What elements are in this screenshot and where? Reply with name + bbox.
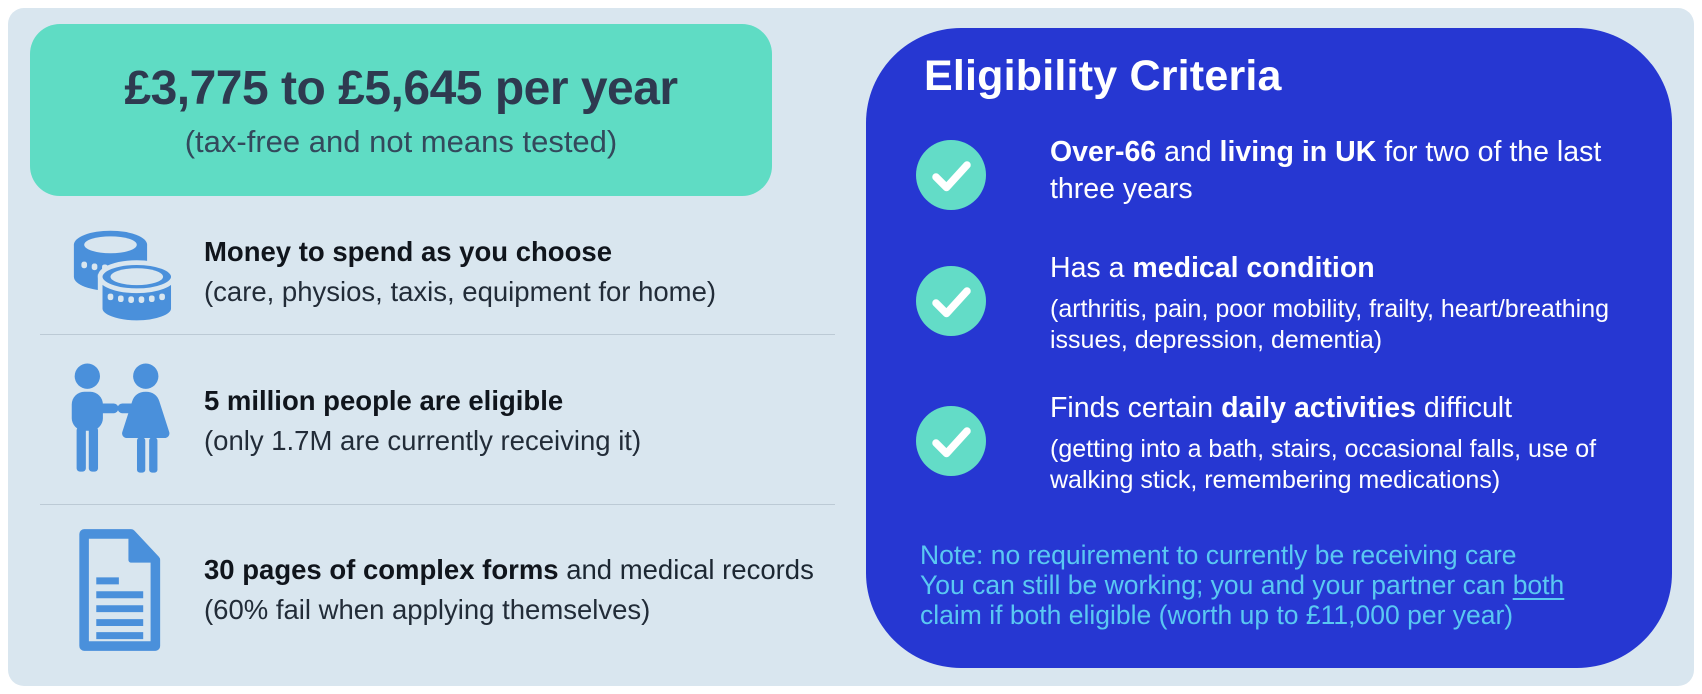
checkmark-icon	[916, 140, 986, 210]
checkmark-icon	[916, 266, 986, 336]
benefit-item-money: Money to spend as you choose (care, phys…	[38, 206, 848, 338]
benefit-item-title: Money to spend as you choose	[204, 236, 612, 267]
criterion-medical-condition: Has a medical condition (arthritis, pain…	[1050, 252, 1610, 354]
payment-highlight-box: £3,775 to £5,645 per year (tax-free and …	[30, 24, 772, 196]
benefit-item-detail: (care, physios, taxis, equipment for hom…	[204, 276, 717, 307]
coins-icon	[38, 214, 198, 330]
eligibility-title: Eligibility Criteria	[924, 52, 1282, 100]
criterion-age-residency: Over-66 and living in UK for two of the …	[1050, 136, 1602, 205]
benefit-item-detail: (only 1.7M are currently receiving it)	[204, 424, 642, 456]
checkmark-icon	[916, 406, 986, 476]
document-icon	[38, 527, 198, 653]
couple-icon	[38, 362, 198, 480]
benefit-item-title: 30 pages of complex forms and medical re…	[204, 554, 814, 585]
eligibility-panel: Eligibility Criteria Over-66 and living …	[866, 28, 1672, 668]
benefit-item-forms: 30 pages of complex forms and medical re…	[38, 520, 848, 660]
section-divider	[40, 334, 835, 335]
infographic-canvas: £3,775 to £5,645 per year (tax-free and …	[8, 8, 1694, 686]
payment-amount-subtitle: (tax-free and not means tested)	[184, 123, 618, 159]
criterion-daily-activities: Finds certain daily activities difficult…	[1050, 392, 1597, 494]
eligibility-note: Note: no requirement to currently be rec…	[920, 540, 1565, 630]
benefit-item-people: 5 million people are eligible (only 1.7M…	[38, 353, 848, 488]
benefit-item-detail: (60% fail when applying themselves)	[204, 594, 651, 625]
section-divider	[40, 504, 835, 505]
payment-amount-title: £3,775 to £5,645 per year	[124, 61, 678, 115]
benefit-item-title: 5 million people are eligible	[204, 384, 564, 416]
